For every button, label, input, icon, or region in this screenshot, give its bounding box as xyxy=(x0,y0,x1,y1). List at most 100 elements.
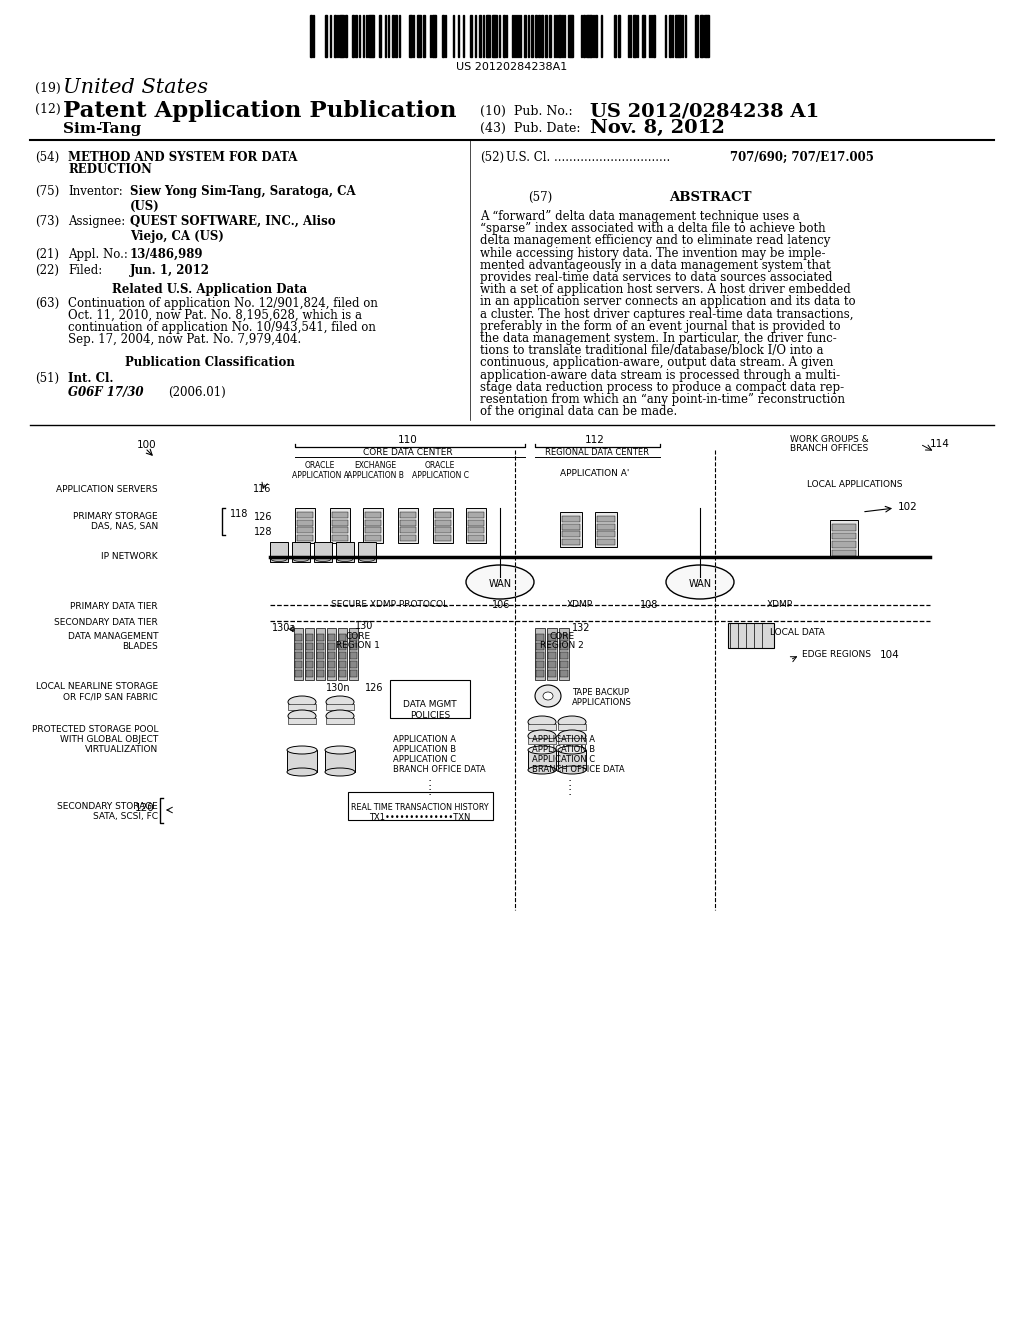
Text: Nov. 8, 2012: Nov. 8, 2012 xyxy=(590,119,725,137)
Bar xyxy=(348,792,493,820)
Bar xyxy=(435,512,451,517)
Text: TAPE BACKUP: TAPE BACKUP xyxy=(572,688,629,697)
Bar xyxy=(597,516,615,521)
Text: preferably in the form of an event journal that is provided to: preferably in the form of an event journ… xyxy=(480,319,841,333)
Text: 116: 116 xyxy=(253,484,271,494)
Text: stage data reduction process to produce a compact data rep-: stage data reduction process to produce … xyxy=(480,380,844,393)
Text: (21): (21) xyxy=(35,248,59,261)
Text: 126: 126 xyxy=(254,512,272,521)
Bar xyxy=(535,628,545,680)
Bar xyxy=(358,543,376,562)
Bar xyxy=(560,671,568,677)
Bar xyxy=(368,15,370,57)
Bar xyxy=(528,738,556,744)
Text: application-aware data stream is processed through a multi-: application-aware data stream is process… xyxy=(480,368,840,381)
Text: Oct. 11, 2010, now Pat. No. 8,195,628, which is a: Oct. 11, 2010, now Pat. No. 8,195,628, w… xyxy=(68,309,362,322)
Bar xyxy=(326,718,354,723)
Ellipse shape xyxy=(326,696,354,708)
Text: of the original data can be made.: of the original data can be made. xyxy=(480,405,677,418)
Text: POLICIES: POLICIES xyxy=(410,711,451,719)
Bar xyxy=(365,520,381,525)
Ellipse shape xyxy=(359,557,375,561)
Text: DAS, NAS, SAN: DAS, NAS, SAN xyxy=(91,521,158,531)
Text: APPLICATION A: APPLICATION A xyxy=(532,735,595,744)
Bar xyxy=(317,643,324,649)
Text: WITH GLOBAL OBJECT: WITH GLOBAL OBJECT xyxy=(59,735,158,744)
Text: APPLICATION B: APPLICATION B xyxy=(532,744,595,754)
Bar xyxy=(568,15,570,57)
Bar xyxy=(560,661,568,668)
Bar xyxy=(558,15,561,57)
Text: LOCAL DATA: LOCAL DATA xyxy=(770,628,824,638)
Bar xyxy=(328,634,335,642)
Text: SECONDARY STORAGE: SECONDARY STORAGE xyxy=(57,803,158,810)
Text: APPLICATION SERVERS: APPLICATION SERVERS xyxy=(56,484,158,494)
Text: Sim-Tang: Sim-Tang xyxy=(63,121,141,136)
Bar xyxy=(297,535,313,541)
Text: G06F 17/30: G06F 17/30 xyxy=(68,385,143,399)
Bar xyxy=(332,512,348,517)
Bar xyxy=(548,652,556,659)
Bar xyxy=(288,704,316,710)
Bar xyxy=(468,520,484,525)
Ellipse shape xyxy=(315,557,331,561)
Ellipse shape xyxy=(271,557,287,561)
Bar xyxy=(562,524,580,529)
Text: (63): (63) xyxy=(35,297,59,310)
Text: BRANCH OFFICE DATA: BRANCH OFFICE DATA xyxy=(532,766,625,774)
Bar xyxy=(669,15,671,57)
Bar xyxy=(400,528,416,533)
Text: (2006.01): (2006.01) xyxy=(168,385,225,399)
Text: 130n: 130n xyxy=(326,682,350,693)
Text: :: : xyxy=(428,785,432,799)
Bar xyxy=(295,661,302,668)
Bar xyxy=(536,671,544,677)
Ellipse shape xyxy=(558,730,586,742)
Bar xyxy=(705,15,706,57)
Text: (57): (57) xyxy=(528,191,552,205)
Bar xyxy=(365,528,381,533)
Text: :: : xyxy=(428,776,432,789)
Text: WORK GROUPS &: WORK GROUPS & xyxy=(790,436,868,444)
Text: APPLICATION C: APPLICATION C xyxy=(532,755,595,764)
Bar xyxy=(350,661,357,668)
Bar xyxy=(597,524,615,529)
Text: 100: 100 xyxy=(137,440,157,450)
Text: (54): (54) xyxy=(35,150,59,164)
Text: in an application server connects an application and its data to: in an application server connects an app… xyxy=(480,296,856,309)
Text: 110: 110 xyxy=(398,436,418,445)
Text: continuous, application-aware, output data stream. A given: continuous, application-aware, output da… xyxy=(480,356,834,370)
Text: with a set of application host servers. A host driver embedded: with a set of application host servers. … xyxy=(480,284,851,296)
Bar xyxy=(545,15,547,57)
Text: XDMP: XDMP xyxy=(567,601,593,609)
Bar xyxy=(728,623,774,648)
Text: the data management system. In particular, the driver func-: the data management system. In particula… xyxy=(480,333,837,345)
Bar xyxy=(326,704,354,710)
Text: ABSTRACT: ABSTRACT xyxy=(669,191,752,205)
Bar xyxy=(400,535,416,541)
Text: LOCAL NEARLINE STORAGE: LOCAL NEARLINE STORAGE xyxy=(36,682,158,690)
Bar xyxy=(433,508,453,543)
Text: (75): (75) xyxy=(35,185,59,198)
Bar xyxy=(560,512,582,546)
Bar xyxy=(327,628,336,680)
Bar xyxy=(488,15,490,57)
Text: 13/486,989: 13/486,989 xyxy=(130,248,204,261)
Bar xyxy=(339,643,346,649)
Text: VIRTUALIZATION: VIRTUALIZATION xyxy=(85,744,158,754)
Ellipse shape xyxy=(293,557,309,561)
Text: IP NETWORK: IP NETWORK xyxy=(101,552,158,561)
Ellipse shape xyxy=(528,766,556,774)
Text: US 20120284238A1: US 20120284238A1 xyxy=(457,62,567,73)
Bar xyxy=(339,671,346,677)
Text: BRANCH OFFICE DATA: BRANCH OFFICE DATA xyxy=(393,766,485,774)
Bar xyxy=(339,652,346,659)
Bar xyxy=(295,508,315,543)
Bar xyxy=(350,643,357,649)
Text: :: : xyxy=(568,776,572,789)
Bar xyxy=(830,520,858,558)
Bar xyxy=(332,528,348,533)
Bar xyxy=(317,661,324,668)
Text: Sep. 17, 2004, now Pat. No. 7,979,404.: Sep. 17, 2004, now Pat. No. 7,979,404. xyxy=(68,333,301,346)
Text: EDGE REGIONS: EDGE REGIONS xyxy=(802,649,871,659)
